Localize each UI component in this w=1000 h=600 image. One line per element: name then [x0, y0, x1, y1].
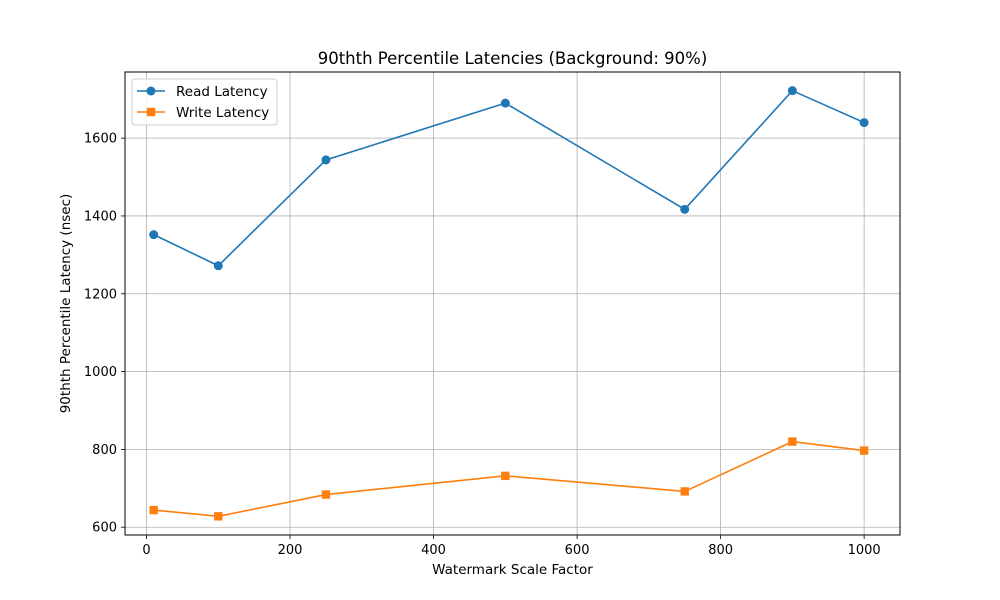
y-tick-label: 1600: [84, 132, 117, 147]
series-2: [149, 437, 869, 521]
legend-label: Write Latency: [176, 105, 269, 121]
y-tick-label: 1000: [84, 365, 117, 380]
y-axis: 600 800 1000 1200 1400 1600: [84, 132, 125, 536]
x-tick-label: 800: [708, 543, 733, 558]
y-tick-label: 600: [92, 521, 117, 536]
series-1: [149, 86, 869, 271]
legend-marker: [146, 86, 156, 96]
y-tick-label: 1200: [84, 287, 117, 302]
x-tick-label: 600: [565, 543, 590, 558]
legend-label: Read Latency: [176, 84, 268, 100]
data-point: [859, 118, 869, 128]
data-point: [149, 505, 158, 515]
x-axis-title: Watermark Scale Factor: [432, 562, 593, 578]
data-point: [787, 86, 797, 96]
data-point: [859, 446, 869, 455]
data-point: [213, 261, 223, 271]
y-tick-label: 1400: [84, 209, 117, 224]
x-tick-label: 400: [421, 543, 446, 558]
x-axis: 0 200 400 600 800 1000: [142, 535, 881, 558]
y-tick-label: 800: [92, 443, 117, 458]
legend: Read Latency Write Latency: [131, 78, 278, 126]
legend-box: [131, 78, 278, 126]
data-point: [149, 230, 159, 240]
data-point: [501, 471, 510, 481]
data-point: [788, 437, 797, 446]
data-point: [680, 487, 689, 496]
plot-frame: [124, 71, 901, 536]
data-point: [500, 98, 510, 108]
data-point: [214, 512, 223, 521]
series-layer: [149, 86, 869, 521]
legend-marker: [146, 107, 156, 117]
grid: [125, 72, 900, 535]
x-tick-label: 0: [142, 543, 150, 558]
legend-item: Read Latency: [137, 84, 268, 100]
data-point: [321, 155, 331, 165]
x-tick-label: 200: [278, 543, 303, 558]
x-tick-label: 1000: [848, 543, 881, 558]
y-axis-title: 90thth Percentile Latency (nsec): [58, 194, 74, 414]
legend-item: Write Latency: [137, 105, 269, 121]
data-point: [321, 490, 331, 499]
chart-title: 90thth Percentile Latencies (Background:…: [318, 49, 708, 68]
data-point: [680, 204, 690, 214]
